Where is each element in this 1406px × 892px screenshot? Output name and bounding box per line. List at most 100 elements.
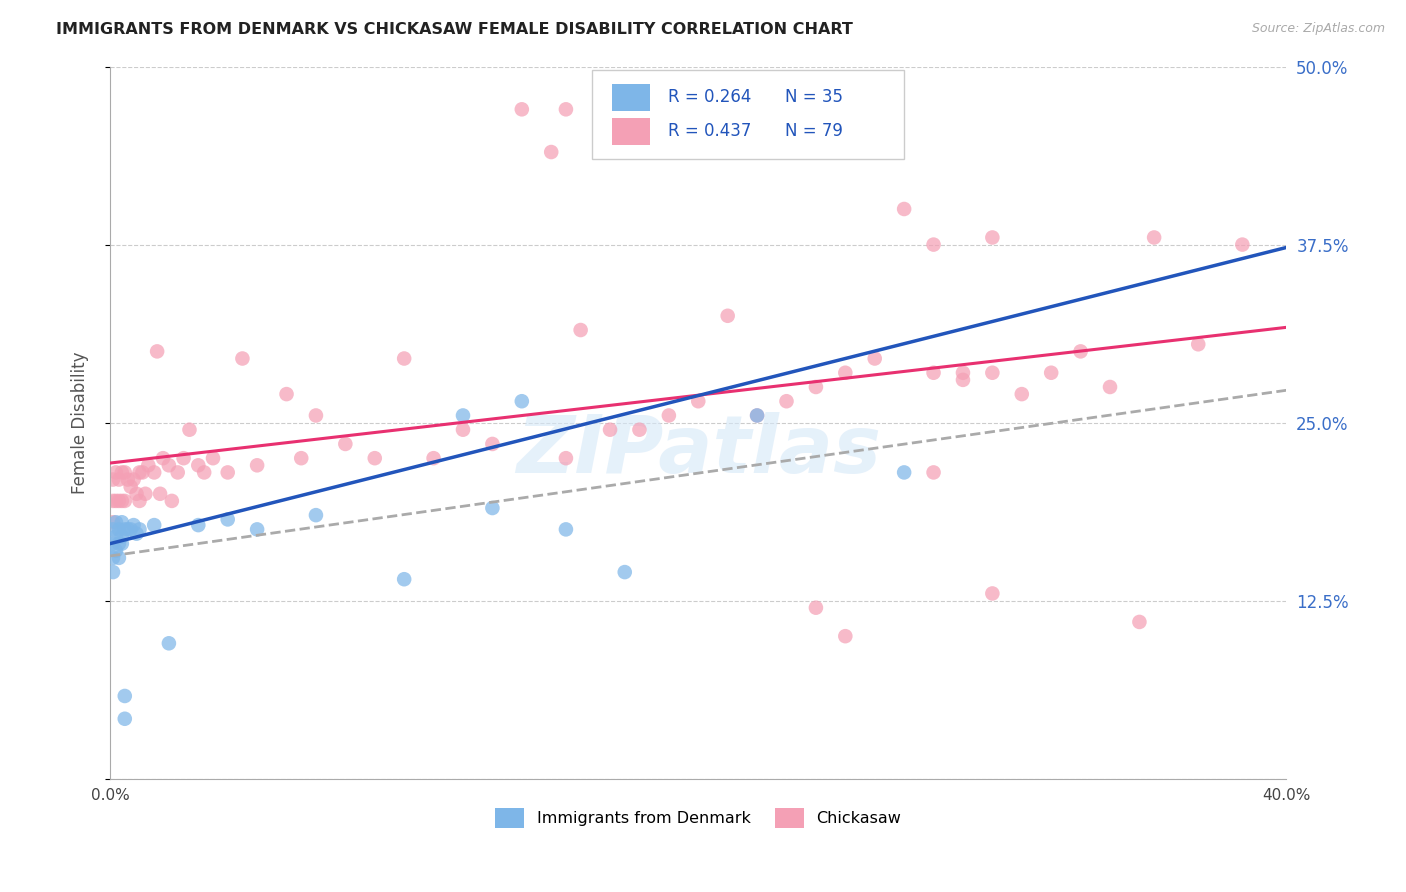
Point bbox=[101, 494, 124, 508]
Point bbox=[834, 366, 856, 380]
Point bbox=[981, 586, 1004, 600]
Point bbox=[108, 550, 131, 565]
Point bbox=[111, 466, 134, 480]
Text: R = 0.264: R = 0.264 bbox=[668, 88, 751, 106]
Point bbox=[1232, 237, 1254, 252]
Point bbox=[108, 536, 131, 550]
Point bbox=[451, 423, 474, 437]
Point bbox=[114, 712, 136, 726]
Point bbox=[122, 473, 145, 487]
Point bbox=[134, 487, 156, 501]
Point bbox=[146, 344, 169, 359]
Point bbox=[688, 394, 710, 409]
Point bbox=[143, 466, 166, 480]
FancyBboxPatch shape bbox=[592, 70, 904, 159]
Text: N = 35: N = 35 bbox=[786, 88, 844, 106]
Text: Source: ZipAtlas.com: Source: ZipAtlas.com bbox=[1251, 22, 1385, 36]
Text: N = 79: N = 79 bbox=[786, 122, 844, 140]
Point bbox=[108, 494, 131, 508]
Point bbox=[111, 515, 134, 529]
Point bbox=[628, 423, 651, 437]
Point bbox=[143, 518, 166, 533]
Point bbox=[922, 366, 945, 380]
Point bbox=[775, 394, 797, 409]
Point bbox=[658, 409, 681, 423]
Point bbox=[1143, 230, 1166, 244]
Point bbox=[104, 494, 127, 508]
Y-axis label: Female Disability: Female Disability bbox=[72, 351, 89, 494]
Point bbox=[104, 515, 127, 529]
Point bbox=[555, 103, 578, 117]
Point bbox=[217, 512, 239, 526]
Point bbox=[201, 451, 224, 466]
Legend: Immigrants from Denmark, Chickasaw: Immigrants from Denmark, Chickasaw bbox=[489, 801, 907, 835]
Point bbox=[364, 451, 387, 466]
Point bbox=[804, 600, 827, 615]
Point bbox=[745, 409, 768, 423]
Point bbox=[717, 309, 740, 323]
FancyBboxPatch shape bbox=[613, 118, 650, 145]
Point bbox=[160, 494, 183, 508]
Point bbox=[1187, 337, 1209, 351]
Point bbox=[305, 508, 328, 523]
Point bbox=[114, 494, 136, 508]
Point bbox=[131, 466, 153, 480]
Point bbox=[231, 351, 253, 366]
Point bbox=[101, 515, 124, 529]
Point bbox=[893, 202, 915, 216]
Point bbox=[166, 466, 188, 480]
Point bbox=[392, 572, 415, 586]
Point bbox=[120, 522, 142, 536]
Point bbox=[290, 451, 312, 466]
Point bbox=[481, 437, 503, 451]
Point bbox=[863, 351, 886, 366]
Point bbox=[179, 423, 201, 437]
Point bbox=[122, 518, 145, 533]
Point bbox=[117, 522, 139, 536]
Point bbox=[1070, 344, 1092, 359]
Point bbox=[120, 480, 142, 494]
Point bbox=[193, 466, 215, 480]
Point bbox=[108, 522, 131, 536]
Point bbox=[422, 451, 444, 466]
Point bbox=[128, 522, 150, 536]
Point bbox=[804, 380, 827, 394]
Point bbox=[1011, 387, 1033, 401]
Point bbox=[613, 565, 636, 579]
Point bbox=[187, 518, 209, 533]
Point bbox=[187, 458, 209, 473]
Point bbox=[246, 458, 269, 473]
Point bbox=[599, 423, 621, 437]
Point bbox=[101, 536, 124, 550]
Point bbox=[157, 458, 180, 473]
Point bbox=[101, 550, 124, 565]
Point bbox=[1040, 366, 1063, 380]
Point bbox=[451, 409, 474, 423]
Point bbox=[117, 473, 139, 487]
Text: IMMIGRANTS FROM DENMARK VS CHICKASAW FEMALE DISABILITY CORRELATION CHART: IMMIGRANTS FROM DENMARK VS CHICKASAW FEM… bbox=[56, 22, 853, 37]
Point bbox=[1128, 615, 1150, 629]
FancyBboxPatch shape bbox=[613, 84, 650, 111]
Point bbox=[834, 629, 856, 643]
Point bbox=[481, 501, 503, 516]
Point bbox=[104, 529, 127, 543]
Point bbox=[101, 565, 124, 579]
Point bbox=[555, 522, 578, 536]
Point bbox=[111, 529, 134, 543]
Point bbox=[510, 103, 533, 117]
Point bbox=[510, 394, 533, 409]
Point bbox=[246, 522, 269, 536]
Text: ZIPatlas: ZIPatlas bbox=[516, 412, 880, 490]
Point bbox=[114, 522, 136, 536]
Point bbox=[101, 522, 124, 536]
Point bbox=[157, 636, 180, 650]
Point bbox=[392, 351, 415, 366]
Point bbox=[922, 466, 945, 480]
Point bbox=[128, 494, 150, 508]
Point bbox=[981, 230, 1004, 244]
Point bbox=[922, 237, 945, 252]
Point bbox=[952, 366, 974, 380]
Point bbox=[335, 437, 357, 451]
Point bbox=[745, 409, 768, 423]
Point bbox=[893, 466, 915, 480]
